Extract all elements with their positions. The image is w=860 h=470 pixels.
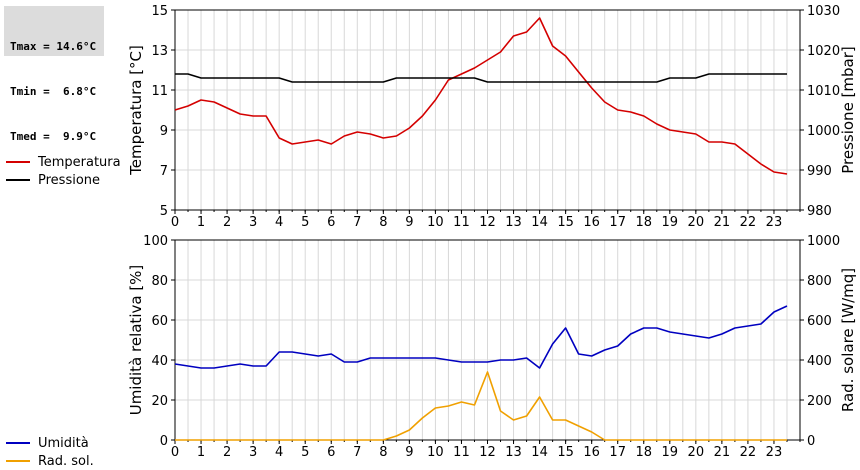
panel-2-x-tick-label: 18 — [635, 445, 652, 460]
legend-swatch-humidity — [6, 442, 30, 444]
panel-2-x-tick-label: 22 — [740, 445, 757, 460]
panel-1-x-tick-label: 11 — [453, 215, 470, 230]
panel-1-y-right-axis-label: Pressione [mbar] — [839, 46, 857, 174]
legend-item-pressure: Pressione — [6, 171, 121, 189]
panel-2-x-tick-label: 13 — [505, 445, 522, 460]
panel-2-x-tick-label: 14 — [531, 445, 548, 460]
panel-2-y-right-tick-label: 200 — [807, 394, 832, 409]
panel-2-x-tick-label: 7 — [353, 445, 361, 460]
panel-2-x-tick-label: 15 — [557, 445, 574, 460]
panel-1-y-right-tick-label: 980 — [807, 204, 832, 219]
panel-1-x-tick-label: 9 — [405, 215, 413, 230]
panel-1-y-left-tick-label: 9 — [160, 124, 168, 139]
panel-1-x-tick-label: 6 — [327, 215, 335, 230]
panel-1-x-tick-label: 1 — [197, 215, 205, 230]
panel-1-x-tick-label: 16 — [583, 215, 600, 230]
panel-1-x-tick-label: 18 — [635, 215, 652, 230]
panel-2-x-tick-label: 4 — [275, 445, 283, 460]
panel-2-x-tick-label: 16 — [583, 445, 600, 460]
panel-1-x-tick-label: 21 — [714, 215, 731, 230]
panel-1-x-tick-label: 19 — [662, 215, 679, 230]
charts-canvas: 0 1 2 3 4 5 6 7 8 9 10 11 12 13 14 15 16 17 18 19 20 21 22 2357… — [127, 4, 857, 460]
panel-2-x-tick-label: 0 — [171, 445, 179, 460]
panel-1-x-tick-label: 13 — [505, 215, 522, 230]
panel-2-series-line-humidity — [174, 305, 788, 369]
panel-2-y-right-tick-label: 400 — [807, 354, 832, 369]
panel-1-y-right-tick-label: 990 — [807, 164, 832, 179]
panel-2-x-tick-label: 8 — [379, 445, 387, 460]
panel-1-x-tick-label: 14 — [531, 215, 548, 230]
panel-2-y-right-tick-label: 0 — [807, 434, 815, 449]
panel-2-y-left-tick-label: 0 — [160, 434, 168, 449]
panel-1-x-tick-label: 12 — [479, 215, 496, 230]
panel-2-x-tick-label: 3 — [249, 445, 257, 460]
panel-2-series-line-radiation — [175, 371, 787, 441]
panel-2-x-tick-label: 20 — [688, 445, 705, 460]
panel-2-y-left-tick-label: 60 — [151, 314, 168, 329]
panel-2-x-tick-label: 1 — [197, 445, 205, 460]
legend-swatch-pressure — [6, 179, 30, 181]
panel-2-y-right-tick-label: 600 — [807, 314, 832, 329]
legend-item-temperature: Temperatura — [6, 153, 121, 171]
stats-line-tmax: Tmax = 14.6°C — [10, 40, 97, 53]
legend-label-humidity: Umidità — [38, 435, 89, 451]
stats-line-tmed: Tmed = 9.9°C — [10, 130, 97, 143]
legend-top: Temperatura Pressione — [6, 153, 121, 189]
panel-1-x-tick-label: 15 — [557, 215, 574, 230]
panel-2-x-tick-label: 2 — [223, 445, 231, 460]
panel-1-series-line-pressure — [175, 73, 787, 83]
panel-2-x-tick-label: 21 — [714, 445, 731, 460]
panel-2-x-tick-label: 10 — [427, 445, 444, 460]
panel-1-y-left-tick-label: 7 — [160, 164, 168, 179]
panel-1-x-tick-label: 2 — [223, 215, 231, 230]
panel-2-x-tick-label: 23 — [766, 445, 783, 460]
panel-2-x-tick-label: 17 — [609, 445, 626, 460]
panel-1-x-tick-label: 22 — [740, 215, 757, 230]
legend-swatch-temperature — [6, 161, 30, 163]
panel-1-x-tick-label: 3 — [249, 215, 257, 230]
panel-1-x-tick-label: 23 — [766, 215, 783, 230]
panel-2-x-tick-label: 12 — [479, 445, 496, 460]
panel-2-y-left-tick-label: 100 — [143, 234, 168, 249]
panel-2-x-tick-label: 9 — [405, 445, 413, 460]
panel-1-x-tick-label: 20 — [688, 215, 705, 230]
panel-2-y-left-axis-label: Umidità relativa [%] — [127, 265, 145, 416]
stats-box: Tmax = 14.6°C Tmin = 6.8°C Tmed = 9.9°C — [4, 6, 104, 143]
panel-2-y-right-tick-label: 1000 — [807, 234, 840, 249]
panel-1-y-left-tick-label: 13 — [151, 44, 168, 59]
panel-2-x-tick-label: 19 — [662, 445, 679, 460]
panel-1-y-right-tick-label: 1030 — [807, 4, 840, 19]
panel-1-x-tick-label: 4 — [275, 215, 283, 230]
panel-1-y-left-tick-label: 11 — [151, 84, 168, 99]
panel-1-x-tick-label: 7 — [353, 215, 361, 230]
panel-1-x-tick-label: 0 — [171, 215, 179, 230]
panel-1-y-left-tick-label: 5 — [160, 204, 168, 219]
panel-1-x-tick-label: 17 — [609, 215, 626, 230]
legend-label-pressure: Pressione — [38, 172, 101, 188]
panel-1-y-right-tick-label: 1000 — [807, 124, 840, 139]
panel-1-y-right-tick-label: 1020 — [807, 44, 840, 59]
panel-2-y-left-tick-label: 20 — [151, 394, 168, 409]
panel-1-x-tick-label: 10 — [427, 215, 444, 230]
legend-item-humidity: Umidità — [6, 434, 94, 452]
panel-1-x-tick-label: 8 — [379, 215, 387, 230]
panel-2-y-left-tick-label: 40 — [151, 354, 168, 369]
panel-2-x-tick-label: 5 — [301, 445, 309, 460]
panel-2-x-tick-label: 11 — [453, 445, 470, 460]
panel-1-x-tick-label: 5 — [301, 215, 309, 230]
legend-label-temperature: Temperatura — [38, 154, 121, 170]
stats-line-tmin: Tmin = 6.8°C — [10, 85, 97, 98]
legend-swatch-radiation — [6, 460, 30, 462]
panel-1-y-left-axis-label: Temperatura [°C] — [127, 45, 145, 176]
panel-2-y-right-tick-label: 800 — [807, 274, 832, 289]
panel-2-y-left-tick-label: 80 — [151, 274, 168, 289]
panel-2-x-tick-label: 6 — [327, 445, 335, 460]
panel-1-series-line-temperature — [174, 17, 788, 175]
panel-1-y-right-tick-label: 1010 — [807, 84, 840, 99]
panel-1-y-left-tick-label: 15 — [151, 4, 168, 19]
panel-2-y-right-axis-label: Rad. solare [W/mq] — [839, 268, 857, 412]
